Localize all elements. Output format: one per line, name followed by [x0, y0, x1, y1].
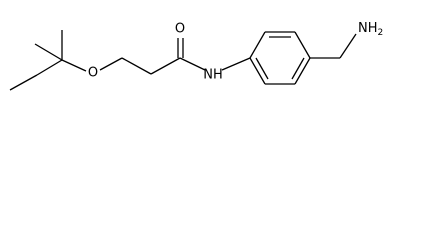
bond — [36, 59, 63, 76]
bond — [249, 57, 266, 85]
bond — [339, 33, 357, 59]
page: O O NH NH2 (() => { const data = JSON.pa… — [0, 0, 432, 103]
atom-label: O — [88, 66, 98, 81]
atom-label-main: NH — [358, 21, 378, 36]
bond — [61, 59, 87, 72]
bond — [221, 57, 251, 71]
bond — [121, 57, 152, 75]
atom-label-subscript: 2 — [378, 28, 384, 38]
bond — [294, 57, 311, 85]
bond — [294, 31, 311, 59]
bonds — [9, 30, 357, 91]
atom-label: NH — [203, 68, 223, 83]
atom-label: NH2 — [358, 21, 383, 38]
bond — [179, 57, 206, 71]
bond — [255, 57, 269, 80]
bond — [291, 57, 305, 80]
bond — [9, 74, 38, 91]
structure: O O NH NH2 — [9, 21, 383, 91]
bond — [249, 31, 266, 59]
bond — [34, 43, 63, 61]
bond — [150, 57, 181, 75]
bond — [99, 57, 123, 71]
atom-label: O — [175, 22, 185, 37]
